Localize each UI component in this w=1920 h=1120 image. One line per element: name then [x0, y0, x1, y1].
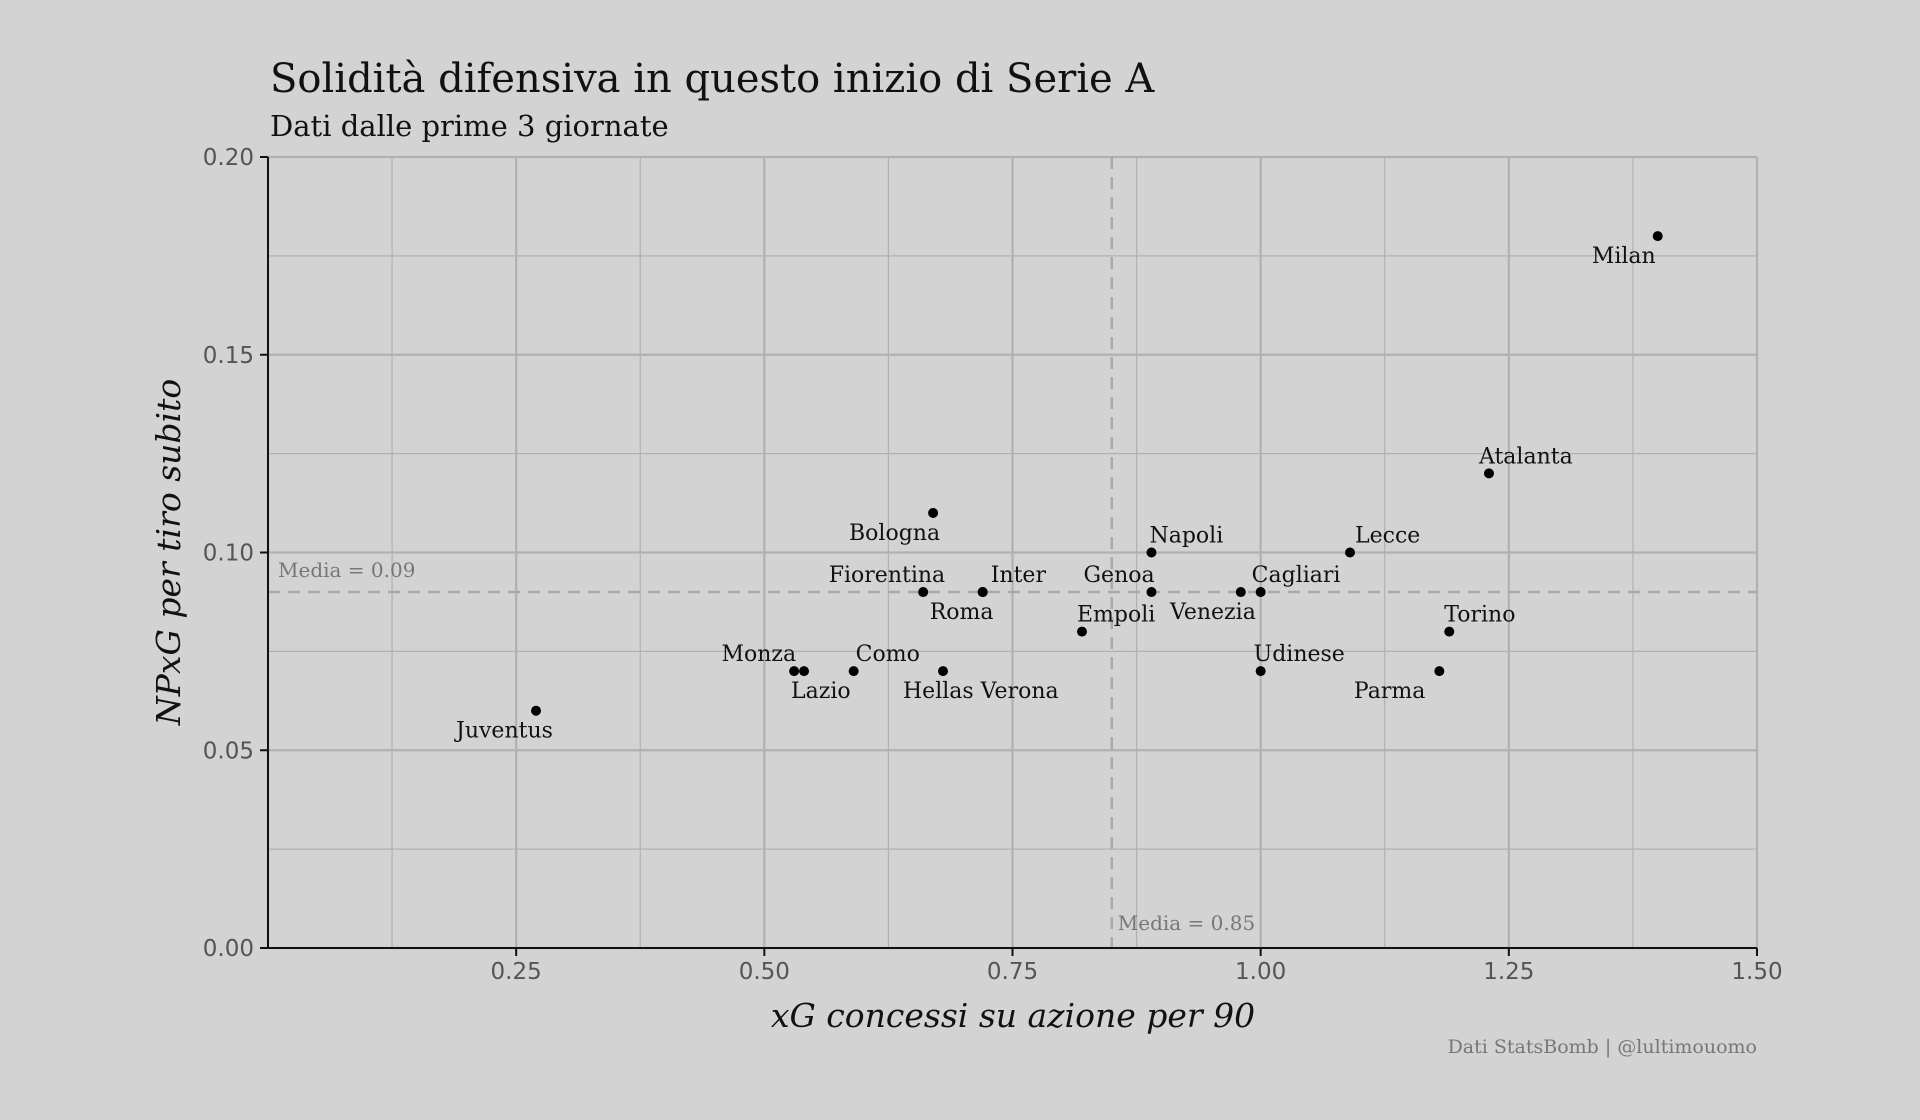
data-point [789, 666, 800, 677]
data-point [1444, 626, 1455, 637]
data-point [977, 587, 988, 598]
grid [266, 155, 1759, 950]
data-point [1483, 468, 1494, 479]
point-label: Inter [991, 563, 1047, 588]
y-tick-label: 0.15 [203, 343, 254, 369]
point-label: Como [856, 642, 920, 667]
point-label: Venezia [1169, 600, 1256, 625]
point-label: Milan [1592, 244, 1656, 269]
chart-subtitle: Dati dalle prime 3 giornate [270, 109, 669, 143]
point-label: Monza [721, 642, 796, 667]
tick-labels: 0.25 0.50 0.75 1.00 1.25 1.50 0.00 0.05 0.10 0.15… [203, 145, 1783, 985]
caption: Dati StatsBomb | @lultimouomo [1448, 1036, 1757, 1058]
point-label: Napoli [1149, 524, 1223, 549]
x-axis-title: xG concessi su azione per 90 [771, 996, 1255, 1035]
x-tick-label: 1.25 [1483, 959, 1534, 985]
x-tick-label: 1.00 [1235, 959, 1286, 985]
y-tick-label: 0.20 [203, 145, 254, 171]
point-label: Empoli [1077, 603, 1155, 628]
point-label: Genoa [1083, 563, 1154, 588]
y-tick-label: 0.05 [203, 738, 254, 764]
point-label: Roma [930, 600, 994, 625]
data-point [1434, 666, 1445, 677]
point-label: Lecce [1355, 524, 1420, 549]
point-label: Lazio [791, 679, 851, 704]
point-label: Cagliari [1252, 563, 1341, 588]
data-point [918, 587, 929, 598]
chart-title: Solidità difensiva in questo inizio di S… [270, 56, 1155, 102]
point-label: Hellas Verona [903, 679, 1059, 704]
x-tick-label: 0.75 [987, 959, 1038, 985]
data-point [799, 666, 810, 677]
x-tick-label: 1.50 [1731, 959, 1782, 985]
data-point [1255, 587, 1266, 598]
point-label: Fiorentina [829, 563, 945, 588]
y-tick-label: 0.00 [203, 936, 254, 962]
point-label: Parma [1354, 679, 1425, 704]
data-point [1235, 587, 1246, 598]
data-point [848, 666, 859, 677]
mean-label-x: Media = 0.85 [1118, 911, 1255, 935]
point-label: Atalanta [1478, 444, 1573, 469]
data-points [531, 231, 1663, 716]
point-label: Udinese [1254, 642, 1345, 667]
x-tick-label: 0.25 [491, 959, 542, 985]
data-point [938, 666, 949, 677]
data-point [1345, 547, 1356, 558]
point-label: Juventus [454, 719, 553, 744]
data-point [1146, 547, 1157, 558]
x-tick-label: 0.50 [739, 959, 790, 985]
reference-lines: Media = 0.09 Media = 0.85 [268, 157, 1757, 948]
y-axis-title: NPxG per tiro subito [149, 379, 188, 726]
data-point [1076, 626, 1087, 637]
y-tick-label: 0.10 [203, 541, 254, 567]
data-point [531, 705, 542, 716]
data-point [1652, 231, 1663, 242]
data-point [1146, 587, 1157, 598]
data-point [1255, 666, 1266, 677]
point-label: Torino [1444, 603, 1515, 628]
point-label: Bologna [849, 521, 940, 546]
mean-label-y: Media = 0.09 [278, 558, 415, 582]
point-labels: Milan Atalanta Bologna Napoli Lecce Fiorentin… [454, 244, 1656, 744]
data-point [928, 507, 939, 518]
